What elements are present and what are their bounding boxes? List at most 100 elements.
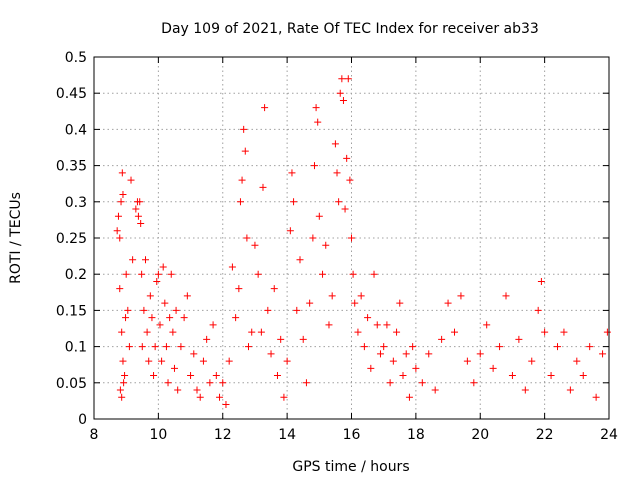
- data-point: [261, 104, 269, 112]
- data-point: [554, 343, 561, 351]
- data-point: [196, 393, 204, 401]
- data-point: [121, 372, 129, 380]
- data-point: [137, 220, 145, 228]
- data-point: [129, 256, 137, 264]
- data-point: [283, 357, 291, 365]
- data-point: [315, 212, 323, 220]
- data-point: [463, 357, 471, 365]
- data-point: [354, 328, 362, 336]
- data-point: [603, 328, 611, 336]
- data-point: [309, 234, 317, 242]
- data-point: [172, 306, 180, 314]
- data-point: [386, 379, 394, 387]
- x-tick-label: 10: [149, 427, 167, 443]
- data-point: [146, 292, 154, 300]
- y-tick-label: 0.2: [65, 267, 87, 283]
- data-point: [280, 393, 288, 401]
- data-point: [599, 350, 607, 358]
- data-point: [170, 364, 178, 372]
- data-point: [116, 234, 124, 242]
- data-point: [118, 393, 126, 401]
- data-point: [344, 75, 352, 83]
- data-point: [183, 292, 191, 300]
- y-tick-label: 0: [78, 412, 87, 428]
- data-point: [534, 306, 542, 314]
- y-tick-label: 0.35: [56, 159, 87, 175]
- data-point: [346, 176, 354, 184]
- data-point: [409, 343, 417, 351]
- data-point: [299, 335, 307, 343]
- data-point: [444, 299, 452, 307]
- data-point: [151, 343, 159, 351]
- data-point: [306, 299, 314, 307]
- data-point: [325, 321, 333, 329]
- y-tick-label: 0.5: [65, 50, 87, 66]
- data-point: [216, 393, 224, 401]
- data-point: [389, 357, 397, 365]
- data-point: [134, 212, 142, 220]
- data-point: [140, 306, 148, 314]
- data-point: [457, 292, 465, 300]
- data-point: [180, 314, 188, 322]
- data-point: [360, 343, 368, 351]
- data-point: [212, 372, 220, 380]
- data-point: [470, 379, 478, 387]
- y-tick-label: 0.25: [56, 231, 87, 247]
- data-point: [156, 321, 164, 329]
- data-point: [489, 364, 497, 372]
- data-point: [357, 292, 365, 300]
- data-point: [351, 299, 359, 307]
- data-point: [167, 270, 175, 278]
- data-point: [161, 299, 169, 307]
- data-point: [537, 277, 545, 285]
- data-point: [241, 147, 249, 155]
- data-point: [174, 386, 182, 394]
- data-point: [319, 270, 327, 278]
- data-point: [521, 386, 529, 394]
- data-point: [136, 198, 144, 206]
- data-point: [116, 386, 124, 394]
- data-point: [412, 364, 420, 372]
- data-point: [438, 335, 446, 343]
- data-point: [586, 343, 594, 351]
- x-axis-label: GPS time / hours: [292, 459, 409, 475]
- data-point: [120, 379, 128, 387]
- data-point: [148, 314, 156, 322]
- data-point: [222, 401, 230, 409]
- data-point: [573, 357, 581, 365]
- data-point: [528, 357, 536, 365]
- data-point: [579, 372, 587, 380]
- data-point: [328, 292, 336, 300]
- data-point: [502, 292, 510, 300]
- data-point: [367, 364, 375, 372]
- data-point: [592, 393, 600, 401]
- x-tick-label: 18: [407, 427, 425, 443]
- data-point: [243, 234, 251, 242]
- data-point: [383, 321, 391, 329]
- data-point: [199, 357, 207, 365]
- data-point: [113, 227, 121, 235]
- data-point: [177, 343, 185, 351]
- data-point: [338, 75, 346, 83]
- data-point: [496, 343, 504, 351]
- data-point: [257, 328, 265, 336]
- data-point: [312, 104, 320, 112]
- data-point: [117, 198, 125, 206]
- data-point: [349, 270, 357, 278]
- data-point: [142, 256, 149, 264]
- data-point: [138, 343, 146, 351]
- data-point: [169, 328, 177, 336]
- data-point: [154, 270, 162, 278]
- data-point: [166, 314, 174, 322]
- x-tick-label: 20: [471, 427, 489, 443]
- data-point: [119, 191, 127, 199]
- data-point: [219, 379, 227, 387]
- data-point: [333, 169, 341, 177]
- data-point: [288, 169, 296, 177]
- data-point: [193, 386, 201, 394]
- data-point: [270, 285, 278, 293]
- axis-ticks: 8 10 12 14 16 18 20 22 24 0 0.05 0.1 0.15 0.2 0.25 0.3 0…: [56, 50, 618, 443]
- data-point: [431, 386, 439, 394]
- y-axis-label: ROTI / TECUs: [8, 192, 24, 284]
- x-tick-label: 12: [214, 427, 232, 443]
